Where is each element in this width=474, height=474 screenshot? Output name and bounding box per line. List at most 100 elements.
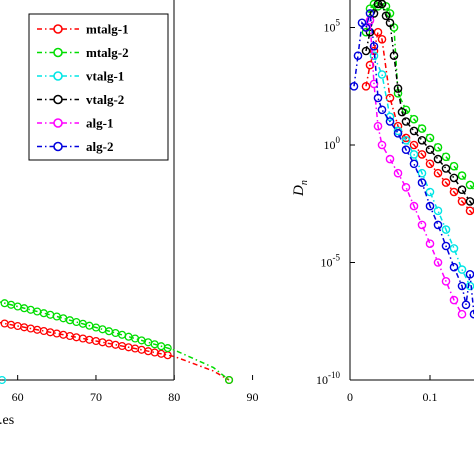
right-series-line [373, 55, 471, 287]
right-data-point [433, 258, 443, 267]
right-y-tick-label: 10-5 [321, 253, 341, 270]
left-x-tick-label: 80 [168, 390, 180, 404]
right-data-point [465, 180, 474, 190]
right-y-tick-label: 105 [324, 18, 341, 35]
right-data-point [433, 168, 443, 178]
right-data-point [425, 145, 435, 154]
right-x-tick-label: 0.1 [423, 390, 438, 404]
legend-marker [53, 71, 63, 81]
right-data-point [417, 150, 427, 159]
right-data-point [409, 201, 419, 211]
right-data-point [457, 309, 467, 319]
right-data-point [377, 35, 387, 44]
right-data-point [365, 60, 375, 70]
right-data-point [401, 182, 411, 192]
left-series-line [0, 378, 3, 381]
right-data-point [441, 152, 451, 162]
right-data-point [417, 178, 427, 187]
left-x-tick-label: 60 [12, 390, 24, 404]
right-data-point [373, 27, 383, 37]
right-y-tick-label: 10-10 [316, 370, 340, 387]
left-series-mtalg-2 [0, 299, 234, 385]
right-data-point [369, 51, 379, 61]
right-data-point [449, 173, 459, 183]
right-data-point [373, 0, 383, 9]
legend-marker [53, 24, 63, 34]
right-data-point [369, 79, 379, 89]
right-data-point [373, 93, 383, 103]
right-data-point [377, 140, 387, 150]
right-data-point [401, 135, 411, 145]
right-data-point [393, 126, 403, 136]
right-data-point [449, 244, 459, 253]
right-data-point [441, 225, 451, 234]
right-series-group [349, 0, 474, 319]
right-data-point [401, 133, 411, 143]
left-series-vtalg-1 [0, 375, 7, 385]
right-series-vtalg-2 [361, 0, 474, 209]
right-data-point [393, 84, 403, 93]
right-data-point [349, 82, 359, 91]
right-data-point [433, 154, 443, 164]
right-data-point [401, 145, 411, 154]
right-data-point [461, 300, 471, 310]
right-x-tick-label: 0 [347, 390, 353, 404]
right-data-point [377, 0, 387, 9]
right-series-line [365, 3, 474, 209]
left-data-point [0, 375, 7, 385]
legend-label: alg-1 [86, 116, 113, 131]
right-data-point [373, 121, 383, 131]
left-data-point [98, 325, 107, 334]
right-data-point [377, 105, 387, 115]
left-data-point [163, 344, 172, 353]
right-data-point [385, 117, 395, 126]
right-data-point [381, 11, 391, 21]
right-data-point [457, 185, 467, 194]
right-data-point [385, 18, 395, 28]
legend-label: alg-2 [86, 139, 113, 154]
legend-entry-alg-2: alg-2 [37, 139, 113, 154]
right-data-point [441, 241, 451, 251]
right-series-alg-2 [349, 9, 474, 319]
right-data-point [365, 9, 375, 18]
right-data-point [441, 276, 451, 286]
right-series-line [353, 13, 474, 315]
right-data-point [397, 107, 407, 117]
right-chart-panel: 0 0.1 105 100 10-5 10-10 Dn [291, 0, 474, 404]
right-data-point [433, 142, 443, 152]
right-ticks: 0 0.1 105 100 10-5 10-10 [316, 18, 438, 405]
right-data-point [449, 262, 459, 272]
right-data-point [433, 206, 443, 216]
right-series-line [365, 17, 463, 315]
right-y-axis-label-sub: n [299, 180, 310, 185]
right-data-point [449, 161, 459, 171]
right-data-point [393, 168, 403, 178]
right-data-point [425, 159, 435, 169]
left-series-line [0, 321, 230, 381]
right-data-point [409, 140, 419, 150]
right-y-axis-label: Dn [291, 180, 310, 197]
right-data-point [393, 128, 403, 138]
right-data-point [389, 51, 399, 61]
legend-label: mtalg-1 [86, 22, 129, 37]
left-data-point [225, 375, 234, 385]
right-data-point [409, 126, 419, 136]
legend-entry-alg-1: alg-1 [37, 116, 113, 131]
left-x-axis-label: ...es [0, 413, 14, 428]
left-data-point [0, 319, 9, 328]
left-x-tick-label: 90 [247, 390, 259, 404]
left-data-point [111, 340, 120, 349]
right-data-point [353, 51, 363, 61]
right-series-vtalg-1 [369, 51, 474, 291]
right-data-point [361, 23, 371, 32]
left-x-tick-label: 70 [90, 390, 102, 404]
right-data-point [425, 239, 435, 248]
left-series-mtalg-1 [0, 319, 234, 385]
legend-entry-mtalg-2: mtalg-2 [37, 45, 129, 60]
right-data-point [417, 124, 427, 133]
right-data-point [385, 154, 395, 164]
legend-marker [53, 118, 63, 128]
right-data-point [385, 93, 395, 103]
right-data-point [369, 9, 379, 18]
right-data-point [457, 265, 467, 274]
